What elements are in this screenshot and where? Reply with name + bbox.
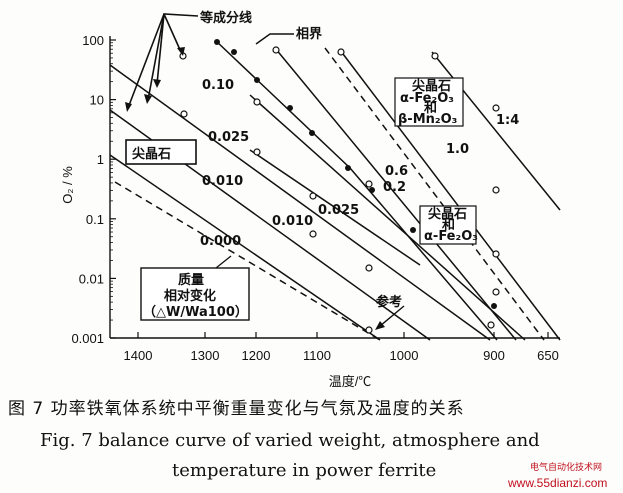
- curve: [249, 149, 421, 266]
- open-point: [487, 321, 495, 329]
- reference-arrowhead: [375, 321, 385, 330]
- filled-point: [287, 105, 293, 111]
- x-tick-label: 1000: [390, 348, 419, 363]
- series-label: 1:4: [496, 113, 519, 128]
- curve: [109, 64, 491, 341]
- mass-change-l1: 质量: [178, 272, 204, 288]
- y-tick-label: 0.1: [86, 212, 104, 227]
- series-label: 1.0: [446, 142, 469, 157]
- open-point: [365, 180, 373, 188]
- x-tick-label: 900: [483, 348, 505, 363]
- filled-point: [214, 39, 220, 45]
- filled-point: [254, 77, 260, 83]
- credit-cn: 电气自动化技术网: [530, 461, 602, 473]
- x-tick-label: 1200: [242, 348, 271, 363]
- y-axis-label: O₂ / %: [60, 166, 75, 204]
- x-axis-label: 温度/℃: [329, 374, 372, 389]
- credit-url: www.55dianzi.com: [507, 476, 607, 490]
- curve: [431, 51, 561, 211]
- series-label: 0.025: [318, 203, 359, 218]
- series-label: 0.025: [208, 130, 249, 145]
- phase-boundary-label: 相界: [296, 26, 322, 42]
- y-tick-label: 0.001: [71, 331, 104, 346]
- filled-point: [231, 49, 237, 55]
- open-point: [492, 288, 500, 296]
- open-point: [253, 148, 261, 156]
- caption-cn: 图 7 功率铁氧体系统中平衡重量变化与气氛及温度的关系: [8, 399, 465, 419]
- mass-change-l3: （△W/Wa100）: [143, 304, 248, 320]
- phase-arrow: [255, 33, 294, 45]
- phase-box-1-l2: α-Fe₂O₃: [400, 91, 454, 106]
- series-label: 0.000: [200, 234, 241, 249]
- curve: [249, 94, 526, 341]
- open-point: [253, 98, 261, 106]
- open-point: [365, 264, 373, 272]
- mass-change-l2: 相对变化: [164, 288, 216, 304]
- filled-point: [491, 303, 497, 309]
- filled-point: [410, 227, 416, 233]
- curve: [114, 181, 381, 341]
- phase-box-1: [394, 77, 464, 127]
- reference-arrow: [379, 305, 405, 327]
- y-tick-label: 10: [90, 93, 104, 108]
- caption-en-1: Fig. 7 balance curve of varied weight, a…: [40, 430, 540, 451]
- spinel-label: 尖晶石: [132, 146, 171, 162]
- phase-box-1-l3: 和: [424, 100, 437, 116]
- open-point: [309, 192, 317, 200]
- phase-box-2-l1: 尖晶石: [428, 206, 467, 222]
- phase-box-2-l2: 和: [442, 217, 455, 233]
- open-point: [309, 230, 317, 238]
- curve: [324, 47, 545, 341]
- iso-arrows: [127, 13, 199, 109]
- curve: [109, 154, 381, 341]
- open-point: [492, 186, 500, 194]
- series-label: 0.10: [202, 78, 234, 93]
- reference-label: 参考: [376, 294, 402, 310]
- phase-box-1-l1: 尖晶石: [412, 78, 451, 94]
- series-label: 0.010: [272, 214, 313, 229]
- open-point: [492, 250, 500, 258]
- filled-point: [345, 165, 351, 171]
- x-tick-label: 1300: [191, 348, 220, 363]
- phase-box-1-l4: β-Mn₂O₃: [398, 112, 457, 127]
- open-point: [272, 46, 280, 54]
- open-point: [431, 52, 439, 60]
- phase-box-2: [419, 205, 477, 245]
- iso-composition-label: 等成分线: [199, 10, 252, 26]
- filled-point: [309, 130, 315, 136]
- series-label: 0.6: [385, 164, 408, 179]
- open-point: [180, 110, 188, 118]
- y-tick-label: 0.01: [79, 271, 104, 286]
- open-point: [365, 326, 373, 334]
- open-point: [337, 48, 345, 56]
- iso-arrowheads: [125, 47, 185, 112]
- series-label: 0.010: [202, 174, 243, 189]
- mass-change-box: [140, 267, 250, 321]
- curve: [339, 49, 561, 341]
- spinel-box: [125, 139, 197, 165]
- mass-arrow: [215, 255, 232, 269]
- open-point: [492, 104, 500, 112]
- x-tick-label: 1100: [303, 348, 331, 363]
- series-label: 0.2: [383, 180, 406, 195]
- phase-box-2-l3: α-Fe₂O₃: [424, 229, 478, 244]
- x-tick-label: 1400: [124, 348, 153, 363]
- curve: [274, 47, 517, 341]
- y-tick-label: 1: [97, 152, 104, 167]
- filled-point: [369, 187, 375, 193]
- caption-en-2: temperature in power ferrite: [172, 460, 436, 481]
- x-tick-label: 650: [537, 348, 559, 363]
- y-tick-label: 100: [82, 33, 104, 48]
